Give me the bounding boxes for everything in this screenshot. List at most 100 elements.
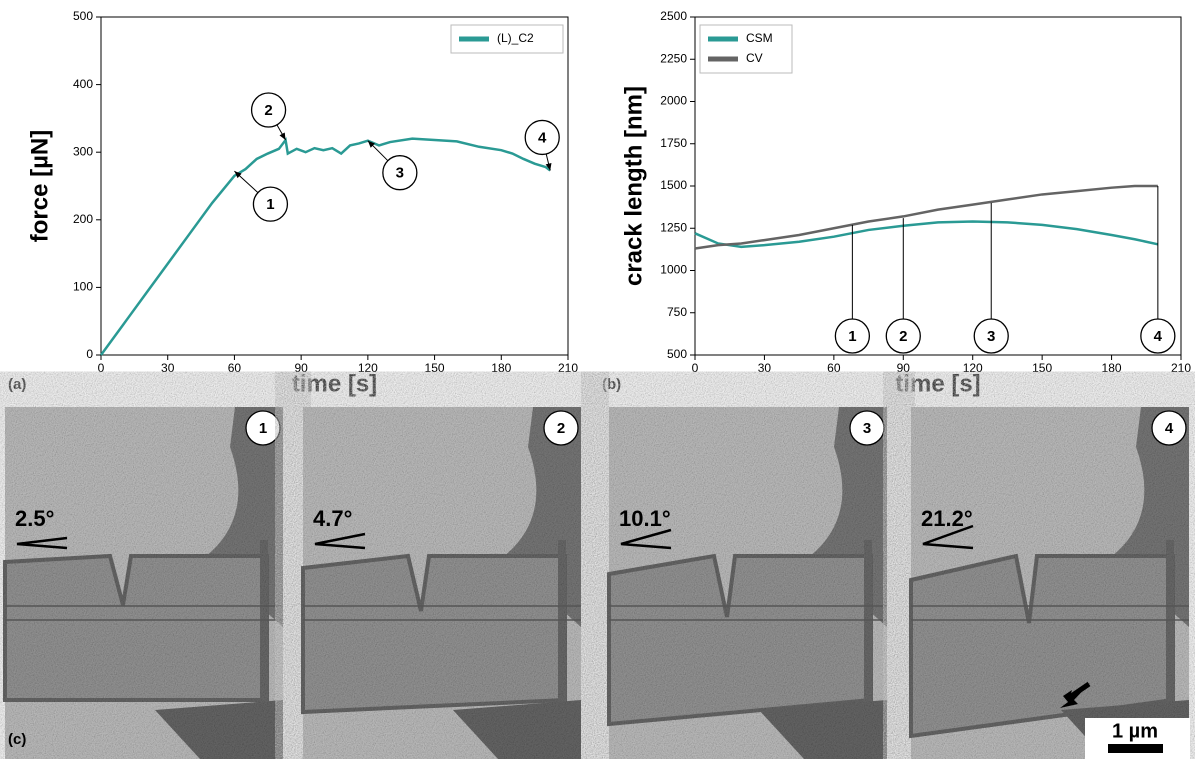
- panel-number: 3: [863, 420, 871, 437]
- arrow-head: [234, 171, 242, 179]
- y-tick-label: 750: [667, 305, 687, 319]
- support-bottom: [453, 700, 581, 759]
- x-tick-label: 150: [1032, 361, 1052, 375]
- y-tick-label: 300: [73, 144, 93, 158]
- panel-label: (c): [8, 731, 26, 748]
- y-tick-label: 0: [86, 347, 93, 361]
- angle-symbol: [314, 532, 366, 550]
- x-axis-title: time [s]: [292, 370, 377, 397]
- annotation-circle: [885, 318, 921, 354]
- y-tick-label: 1500: [660, 178, 687, 192]
- micrograph: [607, 407, 887, 759]
- annotation-circle: [382, 155, 418, 191]
- beam: [3, 553, 269, 702]
- y-tick-label: 400: [73, 77, 93, 91]
- beam-end: [260, 540, 268, 710]
- x-tick-label: 60: [228, 361, 242, 375]
- x-tick-label: 0: [692, 361, 699, 375]
- y-axis-title: crack length [nm]: [620, 86, 647, 286]
- annotation-label: 4: [1154, 328, 1163, 345]
- micrograph: [909, 407, 1189, 759]
- x-tick-label: 210: [1171, 361, 1191, 375]
- panel-number: 4: [1165, 420, 1174, 437]
- legend-box: [699, 24, 793, 74]
- beam-end: [558, 540, 566, 710]
- panel-number: 1: [259, 420, 267, 437]
- pointer-arrow-shaft: [1065, 681, 1091, 702]
- legend-label: CV: [746, 51, 763, 65]
- annotation-label: 2: [264, 102, 272, 119]
- support-bottom: [759, 700, 887, 759]
- arrow-head: [545, 162, 552, 171]
- panel-number-circle: [1151, 410, 1187, 446]
- angle-symbol: [620, 528, 672, 550]
- micrograph: [3, 407, 283, 759]
- arrow-head: [367, 140, 375, 148]
- x-tick-label: 30: [758, 361, 772, 375]
- annotation-circle: [834, 318, 871, 354]
- y-tick-label: 100: [73, 280, 93, 294]
- panel-number: 2: [557, 420, 565, 437]
- annotation-circle: [250, 92, 287, 128]
- legend-label: CSM: [746, 31, 773, 45]
- angle-label: 21.2°: [921, 506, 973, 531]
- x-tick-label: 0: [98, 361, 105, 375]
- annotation-label: 3: [396, 165, 404, 182]
- arrow-head: [279, 132, 286, 141]
- panel-label: (a): [8, 376, 26, 393]
- y-tick-label: 500: [73, 9, 93, 23]
- annotation-label: 4: [538, 129, 547, 146]
- x-axis-title: time [s]: [895, 370, 980, 397]
- series-line: [99, 136, 551, 356]
- x-tick-label: 150: [425, 361, 445, 375]
- annotation-circle: [524, 119, 560, 156]
- annotation-circle: [252, 186, 289, 222]
- angle-label: 2.5°: [15, 506, 54, 531]
- panel-label: (b): [602, 376, 621, 393]
- beam-end: [1166, 540, 1174, 710]
- beam-end: [864, 540, 872, 710]
- scale-label: 1 µm: [1112, 720, 1158, 742]
- series-line: [694, 220, 1159, 249]
- y-axis-title: force [µN]: [26, 130, 53, 243]
- beam: [909, 553, 1175, 739]
- x-tick-label: 30: [161, 361, 175, 375]
- x-tick-label: 180: [1102, 361, 1122, 375]
- angle-label: 4.7°: [313, 506, 352, 531]
- annotation-label: 2: [899, 328, 907, 345]
- panel-number-circle: [849, 410, 885, 446]
- micrograph: [301, 407, 581, 759]
- scale-bar: [1108, 744, 1163, 753]
- annotation-label: 3: [987, 328, 995, 345]
- x-tick-label: 120: [358, 361, 378, 375]
- y-tick-label: 200: [73, 212, 93, 226]
- beam: [301, 553, 567, 715]
- y-tick-label: 1000: [660, 263, 687, 277]
- x-tick-label: 90: [294, 361, 308, 375]
- support-bottom: [155, 700, 283, 759]
- y-tick-label: 1250: [660, 220, 687, 234]
- y-tick-label: 1750: [660, 136, 687, 150]
- panel-number-circle: [245, 410, 281, 446]
- x-tick-label: 120: [963, 361, 983, 375]
- beam: [607, 553, 873, 727]
- y-tick-label: 2500: [660, 9, 687, 23]
- annotation-circle: [973, 318, 1009, 354]
- legend-label: (L)_C2: [497, 31, 534, 45]
- x-tick-label: 60: [827, 361, 841, 375]
- x-tick-label: 180: [491, 361, 511, 375]
- annotation-circle: [1140, 318, 1176, 354]
- plot-frame: [100, 16, 569, 356]
- annotation-label: 1: [848, 328, 856, 345]
- x-tick-label: 210: [558, 361, 578, 375]
- y-tick-label: 2000: [660, 94, 687, 108]
- angle-symbol: [922, 524, 974, 550]
- plot-frame: [694, 16, 1182, 356]
- x-tick-label: 90: [897, 361, 911, 375]
- angle-symbol: [16, 536, 68, 550]
- panel-number-circle: [543, 410, 579, 446]
- y-tick-label: 2250: [660, 51, 687, 65]
- annotation-label: 1: [266, 196, 274, 213]
- y-tick-label: 500: [667, 347, 687, 361]
